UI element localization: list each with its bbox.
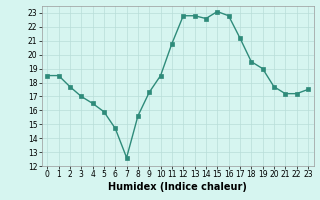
X-axis label: Humidex (Indice chaleur): Humidex (Indice chaleur): [108, 182, 247, 192]
